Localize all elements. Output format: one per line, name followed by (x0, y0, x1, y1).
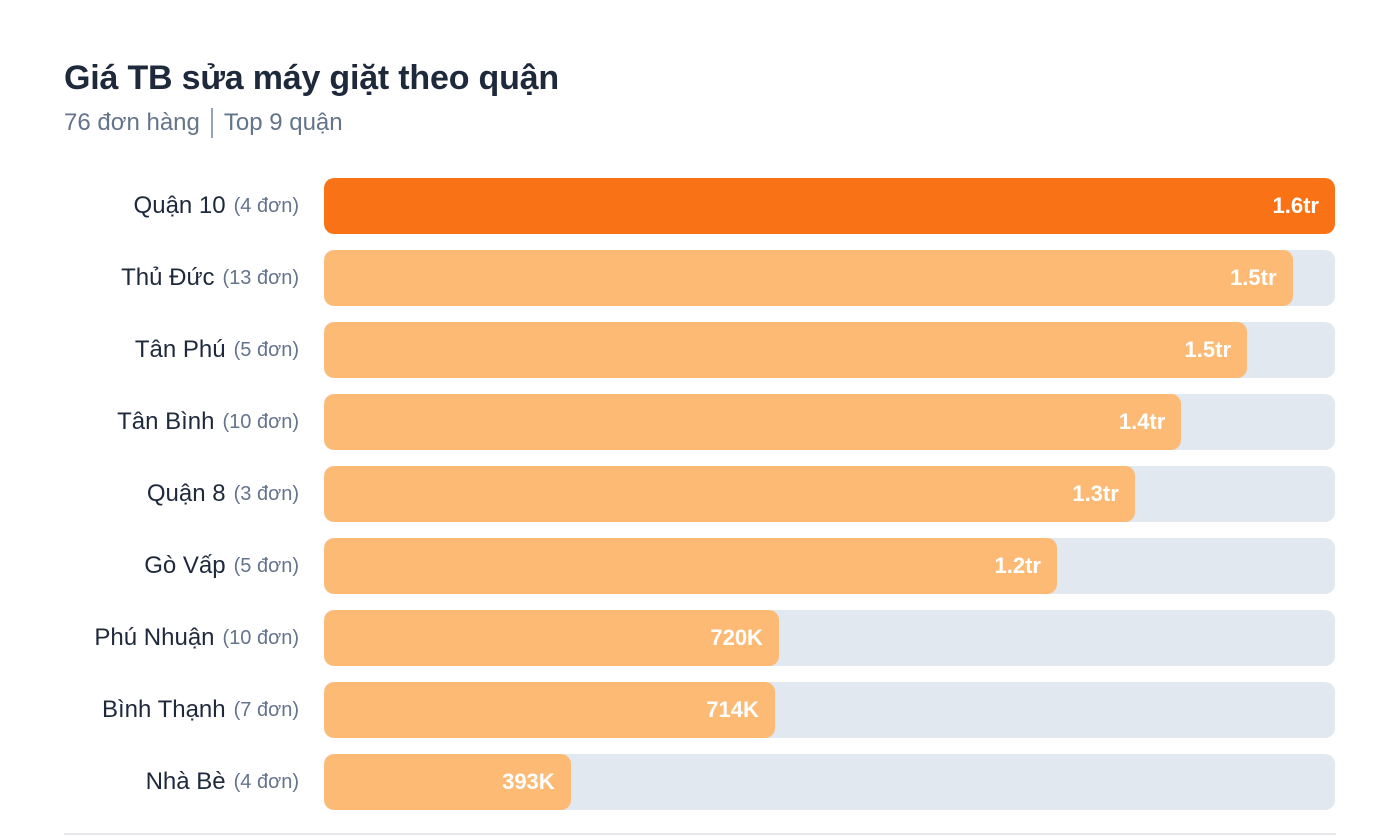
bar-value: 1.2tr (994, 553, 1041, 578)
bar-label: Quận 8 (3 đơn) (147, 466, 299, 522)
bar-row: Tân Phú (5 đơn) 1.5tr (0, 322, 1400, 378)
order-count: (5 đơn) (233, 338, 299, 361)
district-name: Gò Vấp (144, 552, 226, 579)
bar-value: 1.6tr (1272, 193, 1319, 218)
bar-row: Bình Thạnh (7 đơn) 714K (0, 682, 1400, 738)
bar-value: 393K (502, 769, 555, 794)
order-total: 76 đơn hàng (64, 109, 200, 136)
subtitle-separator (210, 108, 213, 138)
district-name: Quận 8 (146, 480, 226, 507)
district-name: Nhà Bè (145, 768, 226, 795)
district-name: Thủ Đức (121, 264, 215, 291)
chart-title: Giá TB sửa máy giặt theo quận (64, 59, 559, 97)
order-count: (4 đơn) (233, 194, 299, 217)
bar-row: Quận 10 (4 đơn) 1.6tr (0, 178, 1400, 234)
bar-fill: 1.6tr (324, 178, 1335, 234)
divider (64, 833, 1336, 835)
bar-fill: 714K (324, 682, 775, 738)
order-count: (13 đơn) (222, 266, 299, 289)
bar-label: Quận 10 (4 đơn) (134, 178, 299, 234)
bar-label: Bình Thạnh (7 đơn) (102, 682, 299, 738)
bar-track: 1.4tr (324, 394, 1335, 450)
district-name: Phú Nhuận (94, 624, 215, 651)
bar-track: 714K (324, 682, 1335, 738)
bar-track: 1.2tr (324, 538, 1335, 594)
bar-track: 1.3tr (324, 466, 1335, 522)
order-count: (3 đơn) (233, 482, 299, 505)
order-count: (5 đơn) (233, 554, 299, 577)
bar-label: Thủ Đức (13 đơn) (121, 250, 299, 306)
bar-fill: 1.5tr (324, 250, 1293, 306)
bar-value: 1.4tr (1118, 409, 1166, 434)
chart-subtitle: 76 đơn hàng Top 9 quận (64, 106, 343, 140)
district-name: Tân Bình (117, 408, 215, 435)
bar-fill: 1.3tr (324, 466, 1135, 522)
bar-fill: 1.2tr (324, 538, 1057, 594)
bar-track: 1.5tr (324, 250, 1335, 306)
bar-row: Gò Vấp (5 đơn) 1.2tr (0, 538, 1400, 594)
bar-value: 1.5tr (1184, 337, 1232, 362)
bar-value: 1.3tr (1072, 481, 1119, 506)
order-count: (10 đơn) (222, 626, 299, 649)
bar-value: 720K (710, 625, 763, 650)
bar-row: Quận 8 (3 đơn) 1.3tr (0, 466, 1400, 522)
bar-value: 1.5tr (1230, 265, 1277, 290)
bar-fill: 1.5tr (324, 322, 1248, 378)
bar-row: Tân Bình (10 đơn) 1.4tr (0, 394, 1400, 450)
order-count: (4 đơn) (233, 770, 299, 793)
bar-label: Phú Nhuận (10 đơn) (94, 610, 299, 666)
bar-label: Gò Vấp (5 đơn) (144, 538, 299, 594)
bar-row: Nhà Bè (4 đơn) 393K (0, 754, 1400, 810)
bar-label: Nhà Bè (4 đơn) (146, 754, 299, 810)
bar-track: 1.6tr (324, 178, 1335, 234)
bar-label: Tân Phú (5 đơn) (135, 322, 299, 378)
bar-track: 393K (324, 754, 1335, 810)
bar-fill: 720K (324, 610, 779, 666)
bar-label: Tân Bình (10 đơn) (117, 394, 299, 450)
bar-row: Thủ Đức (13 đơn) 1.5tr (0, 250, 1400, 306)
order-count: (10 đơn) (222, 410, 299, 433)
district-name: Tân Phú (134, 336, 226, 363)
bar-track: 1.5tr (324, 322, 1335, 378)
district-name: Quận 10 (133, 192, 226, 219)
bar-row: Phú Nhuận (10 đơn) 720K (0, 610, 1400, 666)
bar-value: 714K (706, 697, 759, 722)
top-count: Top 9 quận (223, 109, 343, 136)
order-count: (7 đơn) (233, 698, 299, 721)
bar-track: 720K (324, 610, 1335, 666)
bar-fill: 393K (324, 754, 571, 810)
bar-fill: 1.4tr (324, 394, 1182, 450)
district-name: Bình Thạnh (101, 696, 226, 723)
